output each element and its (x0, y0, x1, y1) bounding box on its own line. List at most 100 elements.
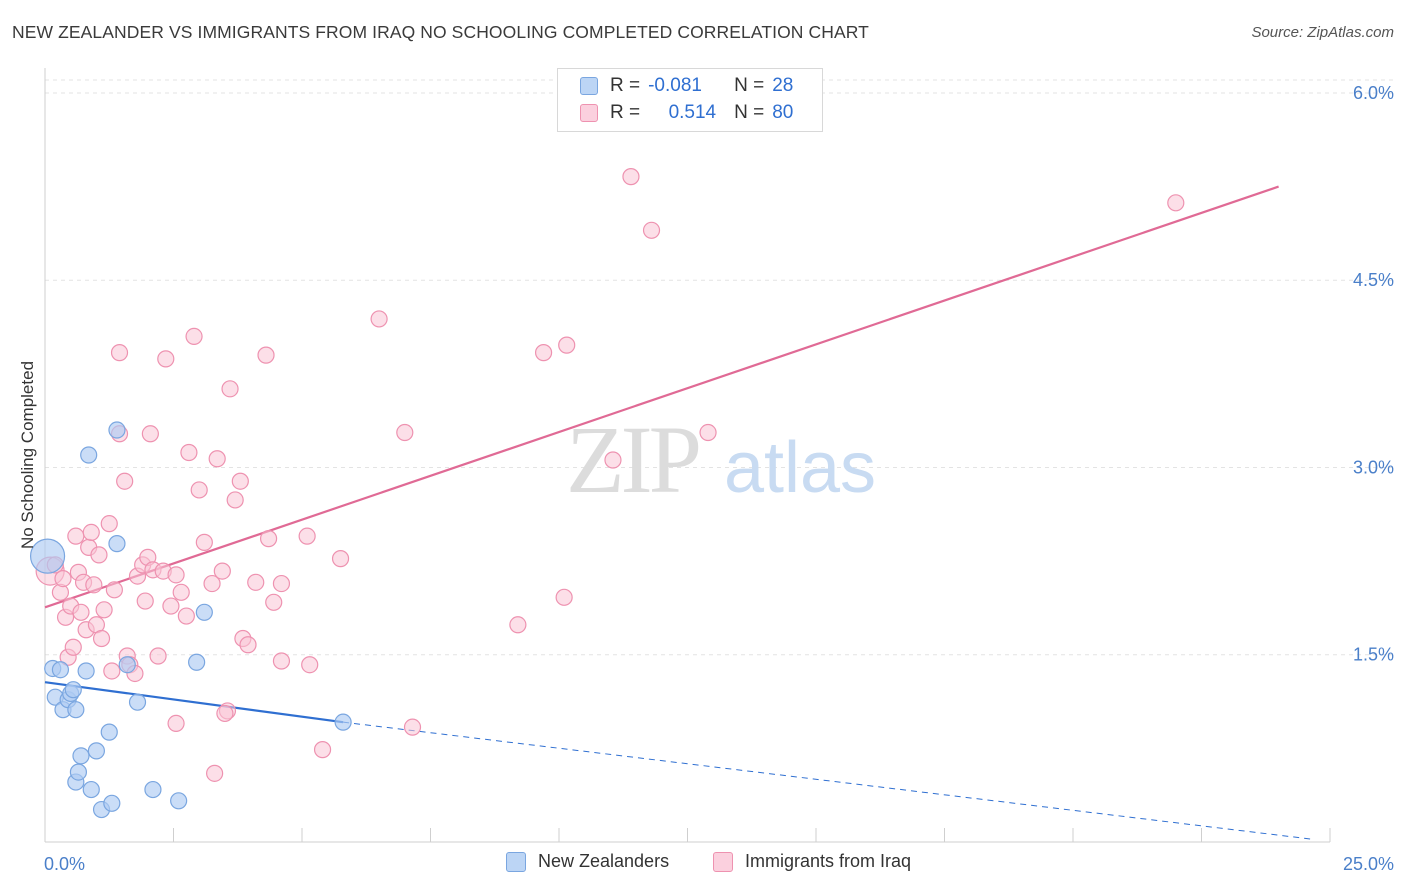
point-new-zealanders (87, 742, 106, 760)
point-immigrants-iraq (604, 451, 622, 469)
n-label: N = (734, 75, 765, 96)
n-label: N = (734, 102, 765, 123)
point-immigrants-iraq (195, 533, 213, 551)
axes (44, 68, 1331, 843)
point-immigrants-iraq (396, 423, 414, 442)
point-immigrants-iraq (239, 636, 257, 654)
point-immigrants-iraq (216, 704, 234, 723)
grid-lines (45, 79, 1394, 656)
r-value: -0.081 (648, 75, 702, 96)
legend-label: Immigrants from Iraq (745, 851, 912, 871)
point-immigrants-iraq (167, 714, 185, 733)
data-points (29, 168, 1185, 819)
r-label: R = (610, 102, 641, 123)
point-immigrants-iraq (105, 581, 123, 599)
point-new-zealanders (128, 693, 147, 711)
point-immigrants-iraq (100, 515, 118, 533)
point-immigrants-iraq (116, 472, 134, 490)
point-new-zealanders (64, 681, 82, 699)
x-tick-label-max: 25.0% (1343, 854, 1394, 874)
point-immigrants-iraq (64, 638, 82, 656)
pink-swatch (580, 104, 598, 122)
point-immigrants-iraq (67, 527, 85, 545)
point-new-zealanders (170, 792, 188, 810)
r-value: 0.514 (668, 102, 717, 123)
point-immigrants-iraq (185, 327, 203, 346)
pink-swatch (713, 851, 733, 872)
point-immigrants-iraq (206, 764, 224, 782)
point-immigrants-iraq (54, 569, 72, 588)
point-new-zealanders (103, 794, 121, 812)
point-immigrants-iraq (699, 423, 717, 442)
point-new-zealanders (195, 603, 213, 621)
legend-item-immigrants-iraq: Immigrants from Iraq (713, 851, 911, 872)
point-immigrants-iraq (92, 629, 111, 648)
point-immigrants-iraq (558, 336, 576, 354)
point-new-zealanders (67, 701, 85, 719)
stats-legend: R = -0.081 N = 28 R = 0.514 N = 80 (557, 68, 823, 132)
point-immigrants-iraq (247, 573, 265, 591)
trendline-immigrants-iraq (44, 185, 1279, 609)
x-tick-label-min: 0.0% (44, 854, 85, 874)
point-immigrants-iraq (141, 425, 159, 443)
point-immigrants-iraq (157, 350, 175, 368)
series-legend: New Zealanders Immigrants from Iraq (0, 851, 1406, 877)
point-new-zealanders (80, 446, 98, 464)
point-immigrants-iraq (1167, 194, 1185, 212)
point-immigrants-iraq (265, 593, 283, 611)
point-immigrants-iraq (403, 718, 422, 736)
blue-swatch (580, 77, 598, 95)
point-immigrants-iraq (331, 550, 350, 568)
y-tick-label: 1.5% (1353, 645, 1394, 665)
point-immigrants-iraq (177, 607, 195, 625)
point-immigrants-iraq (95, 601, 113, 619)
watermark-zip: ZIP (566, 406, 699, 513)
point-immigrants-iraq (231, 472, 249, 490)
point-new-zealanders (29, 538, 66, 574)
point-immigrants-iraq (555, 588, 573, 606)
point-immigrants-iraq (90, 546, 108, 564)
point-immigrants-iraq (172, 583, 190, 601)
y-axis-label: No Schooling Completed (18, 360, 37, 550)
trendline-new-zealanders (44, 681, 344, 724)
point-immigrants-iraq (370, 310, 388, 328)
watermark: ZIP atlas (566, 406, 876, 513)
point-immigrants-iraq (213, 562, 231, 580)
point-immigrants-iraq (110, 344, 129, 362)
point-new-zealanders (188, 653, 206, 671)
point-immigrants-iraq (259, 530, 278, 548)
legend-item-new-zealanders: New Zealanders (506, 851, 669, 872)
point-new-zealanders (72, 747, 90, 765)
point-new-zealanders (118, 656, 136, 674)
point-immigrants-iraq (534, 344, 553, 362)
point-new-zealanders (69, 763, 88, 781)
n-value: 80 (772, 102, 794, 123)
point-immigrants-iraq (162, 597, 180, 615)
point-immigrants-iraq (313, 741, 332, 759)
point-immigrants-iraq (642, 221, 661, 239)
point-immigrants-iraq (257, 346, 275, 364)
y-tick-label: 6.0% (1353, 83, 1394, 103)
point-immigrants-iraq (72, 603, 90, 621)
point-immigrants-iraq (190, 481, 208, 499)
point-immigrants-iraq (82, 523, 100, 542)
point-new-zealanders (334, 713, 352, 731)
point-immigrants-iraq (298, 527, 316, 545)
point-new-zealanders (108, 535, 126, 553)
point-immigrants-iraq (136, 592, 154, 610)
tick-labels: 1.5% 3.0% 4.5% 6.0% 0.0% 25.0% (44, 83, 1394, 874)
point-new-zealanders (100, 723, 118, 741)
point-immigrants-iraq (180, 443, 198, 462)
point-immigrants-iraq (167, 566, 185, 584)
y-tick-label: 3.0% (1353, 457, 1394, 477)
point-immigrants-iraq (272, 652, 291, 670)
point-new-zealanders (77, 662, 95, 680)
point-immigrants-iraq (509, 616, 527, 634)
n-value: 28 (772, 75, 794, 96)
point-new-zealanders (108, 421, 126, 439)
source-label: Source: ZipAtlas.com (1251, 24, 1394, 41)
stats-row-new-zealanders: R = -0.081 N = 28 (580, 74, 793, 98)
point-immigrants-iraq (103, 662, 121, 680)
blue-swatch (506, 851, 526, 872)
